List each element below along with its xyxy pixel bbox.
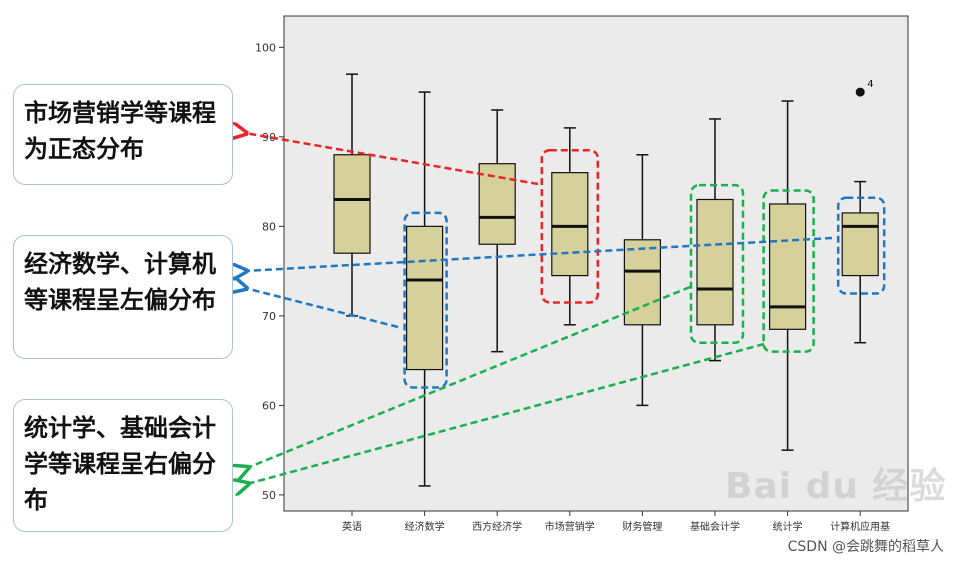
arrow-blue bbox=[245, 288, 399, 329]
y-tick-label: 50 bbox=[262, 489, 276, 502]
x-tick-label: 财务管理 bbox=[622, 520, 662, 533]
highlight-frame-red bbox=[540, 149, 600, 304]
box bbox=[623, 239, 662, 326]
highlight-frame-green bbox=[689, 183, 745, 344]
callout-normal-distribution: 市场营销学等课程为正态分布 bbox=[13, 84, 233, 185]
outlier-point bbox=[855, 87, 865, 97]
callout-right-skew: 统计学、基础会计学等课程呈右偏分布 bbox=[13, 399, 233, 532]
arrow-blue bbox=[245, 236, 833, 271]
y-tick-label: 70 bbox=[262, 310, 276, 323]
x-tick-label: 统计学 bbox=[773, 520, 803, 533]
y-tick-label: 90 bbox=[262, 131, 276, 144]
baidu-watermark: Bai du 经验 bbox=[725, 466, 947, 507]
highlight-frame-blue bbox=[836, 196, 886, 295]
x-tick-label: 市场营销学 bbox=[545, 520, 595, 533]
x-tick-label: 经济数学 bbox=[405, 520, 445, 533]
box bbox=[768, 203, 807, 330]
box bbox=[551, 172, 589, 277]
highlight-frame-green bbox=[762, 189, 815, 353]
x-tick-label: 西方经济学 bbox=[472, 520, 522, 533]
y-tick-label: 100 bbox=[255, 41, 276, 54]
highlight-frame-blue bbox=[403, 211, 448, 389]
box bbox=[406, 225, 444, 371]
x-tick-label: 基础会计学 bbox=[690, 520, 740, 533]
box bbox=[478, 163, 516, 245]
outlier-label: 4 bbox=[867, 79, 873, 90]
x-tick-label: 计算机应用基 bbox=[830, 520, 890, 533]
box bbox=[333, 154, 371, 254]
csdn-credit: CSDN @会跳舞的稻草人 bbox=[787, 539, 944, 555]
x-tick-label: 英语 bbox=[342, 520, 362, 533]
y-tick-label: 60 bbox=[262, 399, 276, 412]
callout-left-skew: 经济数学、计算机等课程呈左偏分布 bbox=[13, 235, 233, 359]
arrow-green bbox=[247, 285, 691, 468]
box bbox=[696, 198, 734, 326]
y-tick-label: 80 bbox=[262, 220, 276, 233]
arrow-green bbox=[247, 342, 765, 484]
box bbox=[841, 212, 879, 277]
arrow-red bbox=[245, 133, 539, 186]
